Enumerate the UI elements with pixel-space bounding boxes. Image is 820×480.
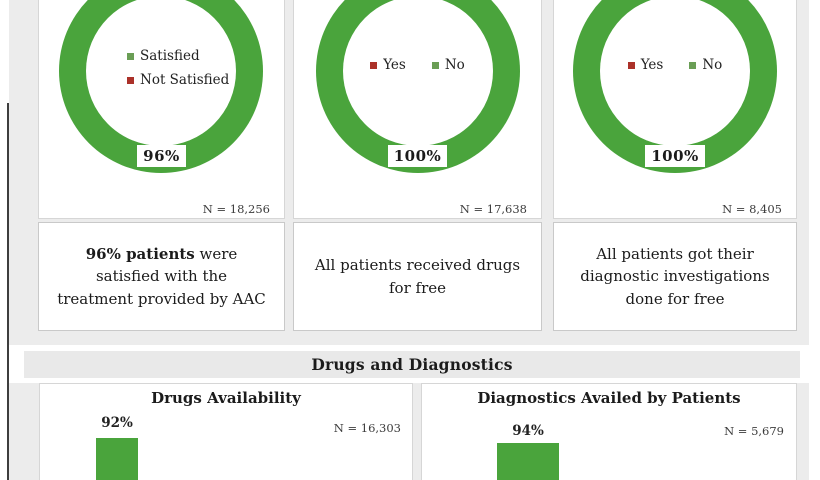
legend-swatch-red: [127, 76, 134, 84]
drugs-free-donut-panel: Yes No 100% N = 17,638: [293, 0, 542, 219]
donut-hole: [600, 0, 750, 146]
legend-item-satisfied: Satisfied: [127, 48, 229, 64]
legend-item-yes: Yes: [627, 57, 664, 73]
page-edge-line: [7, 103, 9, 480]
bar-value-label: 92%: [101, 415, 133, 431]
satisfaction-legend: Satisfied Not Satisfied: [127, 48, 229, 96]
legend-swatch-green: [689, 61, 697, 69]
caption-line: All patients received drugs: [314, 256, 521, 274]
caption-text: were: [194, 244, 238, 263]
legend-label: Satisfied: [140, 48, 200, 64]
donut-hole: [86, 0, 236, 146]
donut-center-label: 100%: [554, 145, 796, 167]
diagnostics-availed-bar: [497, 443, 559, 480]
sample-size-label: N = 5,679: [724, 424, 784, 438]
satisfaction-donut-ring: [59, 0, 263, 173]
bar-value-label: 94%: [512, 423, 544, 439]
caption-line: treatment provided by AAC: [57, 289, 266, 308]
drugs-free-caption-box: All patients received drugs for free: [293, 222, 542, 331]
legend-label: Yes: [383, 57, 406, 73]
drugs-free-legend: Yes No: [294, 57, 541, 73]
donut-hole: [343, 0, 493, 146]
legend-label: No: [444, 57, 465, 73]
satisfaction-donut-panel: Satisfied Not Satisfied 96% N = 18,256: [38, 0, 285, 219]
caption-line: diagnostic investigations: [580, 267, 770, 286]
sample-size-label: N = 8,405: [722, 202, 782, 216]
sample-size-label: N = 18,256: [202, 202, 270, 216]
legend-swatch-green: [431, 61, 439, 69]
diagnostics-free-caption-box: All patients got their diagnostic invest…: [553, 222, 797, 331]
caption-line: 96% patients were: [47, 243, 276, 266]
caption-line: All patients got their: [596, 244, 754, 263]
legend-label: No: [702, 57, 723, 73]
caption-line: done for free: [625, 289, 725, 308]
sample-size-label: N = 16,303: [333, 421, 401, 435]
satisfaction-caption-box: 96% patients were satisfied with the tre…: [38, 222, 285, 331]
caption-line: for free: [389, 278, 446, 297]
donut-center-label: 96%: [39, 145, 284, 167]
diagnostics-availed-panel: Diagnostics Availed by Patients 94% N = …: [421, 383, 797, 480]
legend-swatch-red: [370, 61, 378, 69]
drugs-availability-panel: Drugs Availability 92% N = 16,303: [39, 383, 413, 480]
diagnostics-free-donut-panel: Yes No 100% N = 8,405: [553, 0, 797, 219]
drugs-availability-bar: [96, 438, 138, 480]
legend-item-no: No: [431, 57, 465, 73]
legend-label: Not Satisfied: [140, 72, 230, 88]
sample-size-label: N = 17,638: [459, 202, 527, 216]
legend-label: Yes: [640, 57, 664, 73]
bar-chart-title: Drugs Availability: [151, 389, 301, 407]
section-header: Drugs and Diagnostics: [24, 351, 800, 378]
caption-bold-text: 96% patients: [85, 244, 195, 263]
legend-item-not-satisfied: Not Satisfied: [127, 72, 229, 88]
legend-swatch-red: [627, 61, 635, 69]
caption-line: satisfied with the: [95, 267, 228, 286]
legend-item-no: No: [689, 57, 722, 73]
legend-item-yes: Yes: [370, 57, 406, 73]
legend-swatch-green: [127, 52, 134, 60]
section-header-title: Drugs and Diagnostics: [311, 355, 513, 374]
donut-center-label: 100%: [294, 145, 541, 167]
diagnostics-free-donut-ring: [573, 0, 777, 173]
bar-chart-title: Diagnostics Availed by Patients: [477, 389, 741, 407]
diagnostics-free-legend: Yes No: [554, 57, 796, 73]
drugs-free-donut-ring: [316, 0, 520, 173]
